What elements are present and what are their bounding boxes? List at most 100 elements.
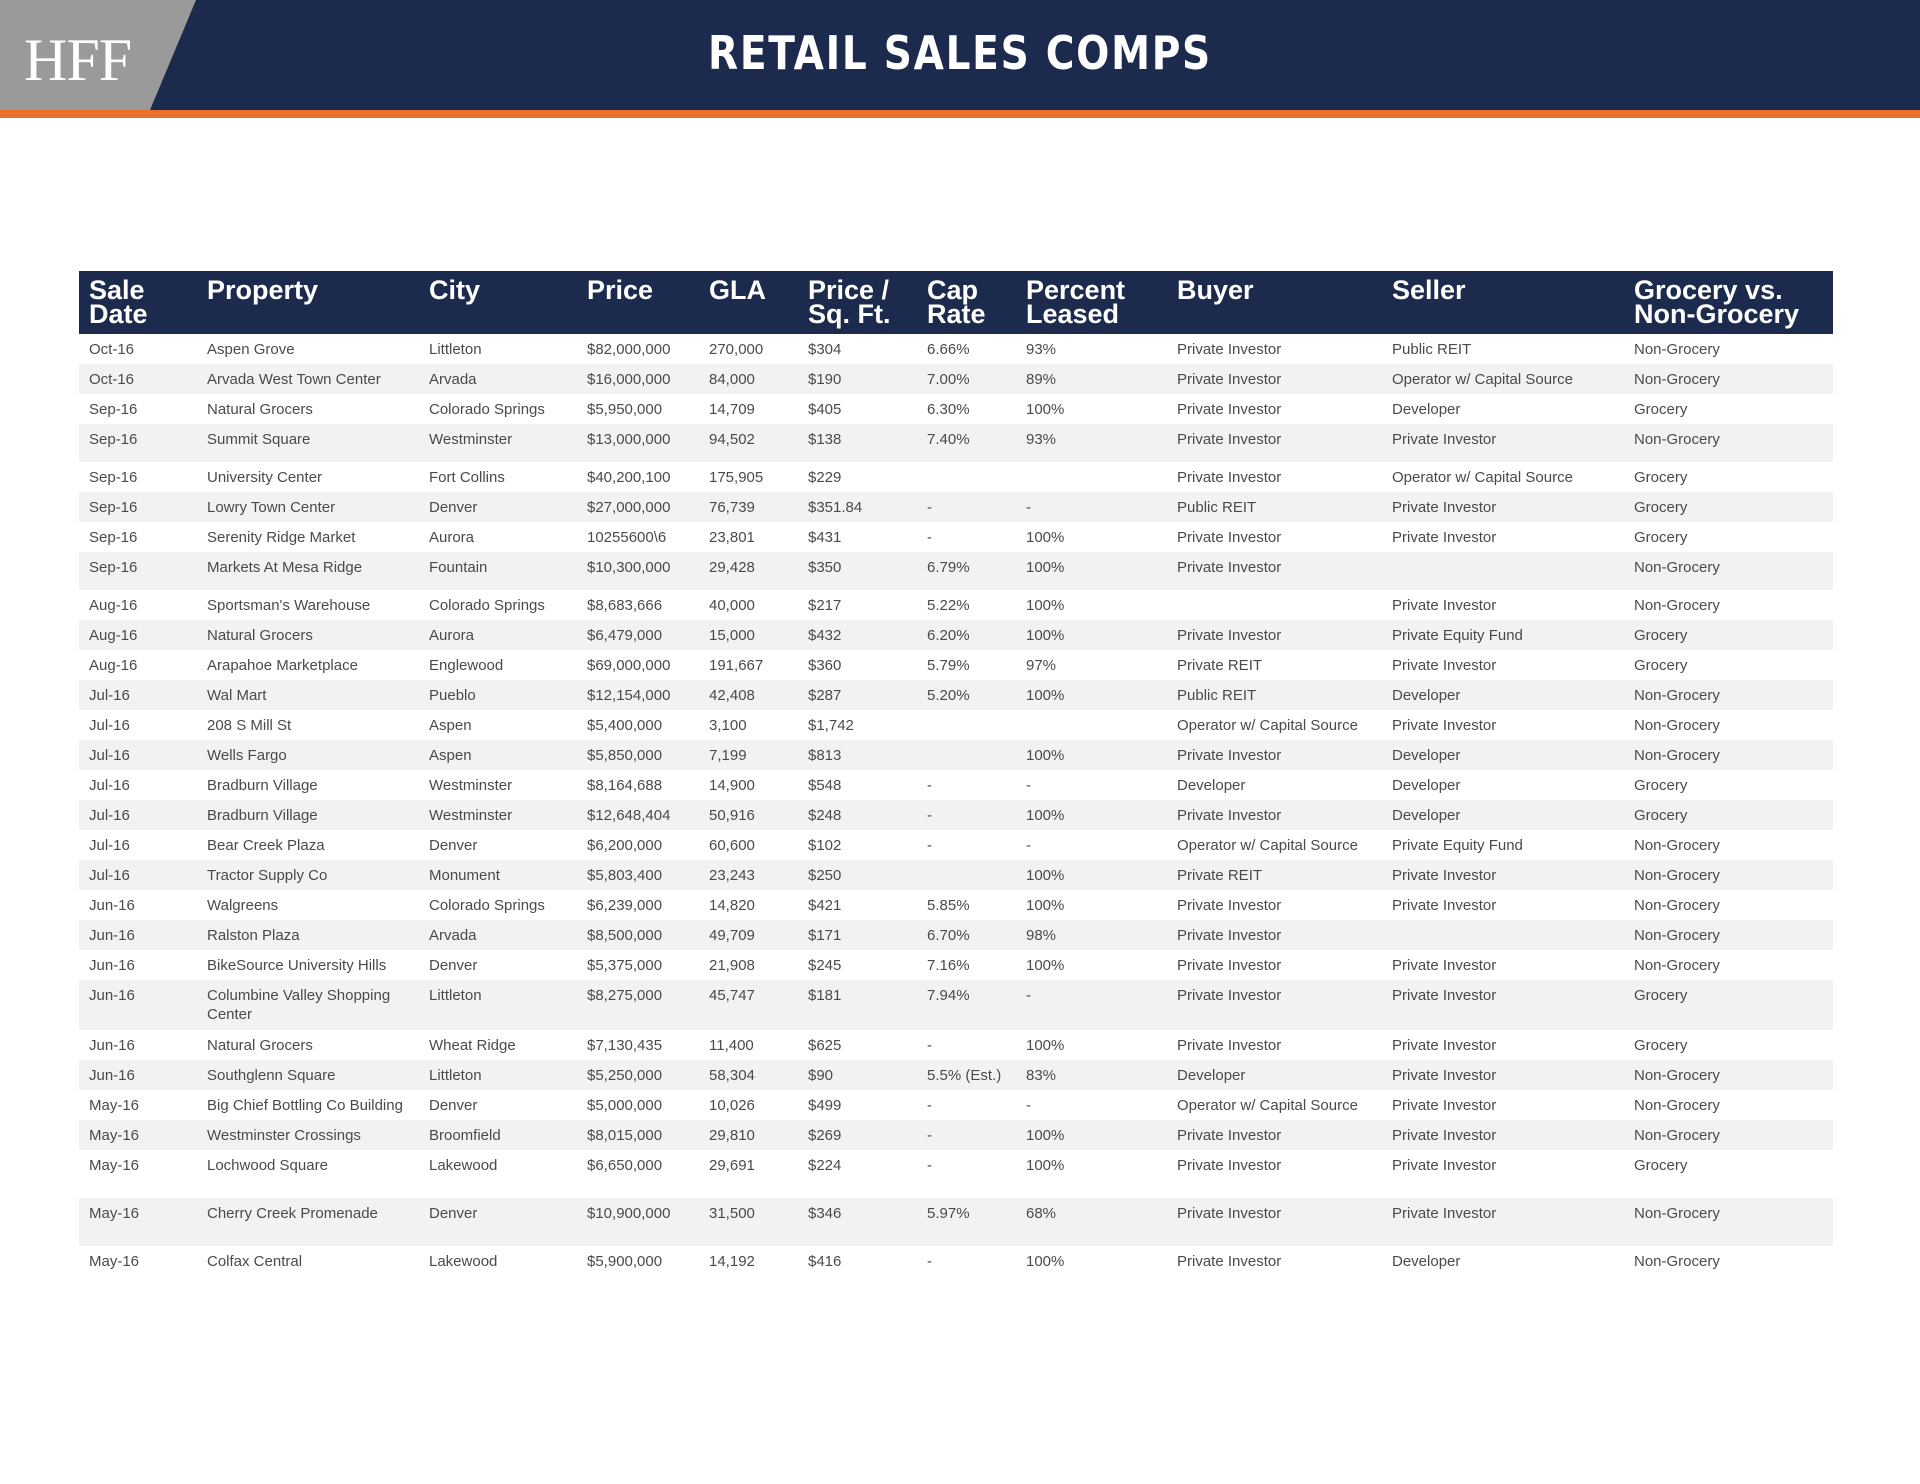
gla-cell: 10,026 <box>709 1097 755 1114</box>
property-cell: Walgreens <box>207 897 279 914</box>
city-cell: Littleton <box>429 987 482 1004</box>
cap-rate-cell: - <box>927 777 932 794</box>
price-per-sqft-cell: $304 <box>808 341 842 358</box>
sale-date-cell: May-16 <box>89 1097 140 1114</box>
price-per-sqft-cell: $625 <box>808 1037 842 1054</box>
price-per-sqft-cell: $217 <box>808 597 842 614</box>
price-cell: $8,683,666 <box>587 597 663 614</box>
property-cell: Lowry Town Center <box>207 499 336 516</box>
seller-cell: Private Investor <box>1392 987 1497 1004</box>
price-per-sqft-cell: $181 <box>808 987 842 1004</box>
header-city: City <box>429 275 481 305</box>
price-per-sqft-cell: $431 <box>808 529 842 546</box>
buyer-cell: Private Investor <box>1177 1157 1282 1174</box>
city-cell: Colorado Springs <box>429 401 545 418</box>
table-row: Jun-16 Natural Grocers Wheat Ridge $7,130,4… <box>79 1030 1833 1060</box>
table-row: Jul-16 Wal Mart Pueblo $12,154,000 42,408 $28… <box>79 680 1833 710</box>
sale-date-cell: Jun-16 <box>89 1067 135 1084</box>
price-cell: 10255600\6 <box>587 529 667 546</box>
table-row: Sep-16 Lowry Town Center Denver $27,000,000… <box>79 492 1833 522</box>
seller-cell: Developer <box>1392 687 1461 704</box>
sale-date-cell: Oct-16 <box>89 341 135 358</box>
percent-leased-cell <box>1016 710 1167 740</box>
header-percent-leased: Percent Leased <box>1026 275 1126 329</box>
property-cell: 208 S Mill St <box>207 717 292 734</box>
sale-date-cell: Jun-16 <box>89 927 135 944</box>
percent-leased-cell: 100% <box>1026 627 1065 644</box>
percent-leased-cell: 100% <box>1026 401 1065 418</box>
buyer-cell: Private Investor <box>1177 1127 1282 1144</box>
gla-cell: 94,502 <box>709 431 755 448</box>
seller-cell: Private Investor <box>1392 1067 1497 1084</box>
percent-leased-cell: 100% <box>1026 1127 1065 1144</box>
table-row: Jun-16 BikeSource University Hills Denver $… <box>79 950 1833 980</box>
price-cell: $10,300,000 <box>587 559 671 576</box>
percent-leased-cell: 100% <box>1026 559 1065 576</box>
property-cell: Arvada West Town Center <box>207 371 381 388</box>
buyer-cell <box>1167 590 1382 620</box>
price-cell: $13,000,000 <box>587 431 671 448</box>
cap-rate-cell: 6.70% <box>927 927 970 944</box>
gla-cell: 45,747 <box>709 987 755 1004</box>
gla-cell: 49,709 <box>709 927 755 944</box>
price-per-sqft-cell: $421 <box>808 897 842 914</box>
city-cell: Aspen <box>429 747 472 764</box>
table-row: Aug-16 Natural Grocers Aurora $6,479,000 15,… <box>79 620 1833 650</box>
grocery-type-cell: Non-Grocery <box>1634 559 1720 576</box>
city-cell: Aspen <box>429 717 472 734</box>
price-cell: $7,130,435 <box>587 1037 663 1054</box>
sale-date-cell: Aug-16 <box>89 597 138 614</box>
property-cell: University Center <box>207 469 323 486</box>
buyer-cell: Private Investor <box>1177 627 1282 644</box>
buyer-cell: Private Investor <box>1177 559 1282 576</box>
city-cell: Littleton <box>429 1067 482 1084</box>
cap-rate-cell: - <box>927 1127 932 1144</box>
city-cell: Arvada <box>429 371 477 388</box>
table-row: Aug-16 Sportsman's Warehouse Colorado Spri… <box>79 590 1833 620</box>
header-price: Price <box>587 275 654 305</box>
header-property: Property <box>207 275 319 305</box>
sale-date-cell: Sep-16 <box>89 469 138 486</box>
city-cell: Denver <box>429 837 478 854</box>
cap-rate-cell: - <box>927 807 932 824</box>
sale-date-cell: Sep-16 <box>89 559 138 576</box>
grocery-type-cell: Grocery <box>1634 657 1688 674</box>
property-cell: Bear Creek Plaza <box>207 837 325 854</box>
price-per-sqft-cell: $90 <box>808 1067 834 1084</box>
price-cell: $6,239,000 <box>587 897 663 914</box>
sale-date-cell: May-16 <box>89 1127 140 1144</box>
table-row: Jul-16 Bradburn Village Westminster $12,648… <box>79 800 1833 830</box>
sale-date-cell: Sep-16 <box>89 499 138 516</box>
property-cell: BikeSource University Hills <box>207 957 387 974</box>
cap-rate-cell: 7.94% <box>927 987 970 1004</box>
cap-rate-cell: 7.00% <box>927 371 970 388</box>
price-cell: $69,000,000 <box>587 657 671 674</box>
percent-leased-cell: 100% <box>1026 867 1065 884</box>
property-cell: Bradburn Village <box>207 807 318 824</box>
cap-rate-cell: - <box>927 1037 932 1054</box>
seller-cell: Developer <box>1392 807 1461 824</box>
buyer-cell: Public REIT <box>1177 687 1257 704</box>
sale-date-cell: Jul-16 <box>89 687 130 704</box>
buyer-cell: Private REIT <box>1177 867 1263 884</box>
city-cell: Lakewood <box>429 1157 498 1174</box>
seller-cell: Private Investor <box>1392 1097 1497 1114</box>
seller-cell: Public REIT <box>1392 341 1472 358</box>
city-cell: Arvada <box>429 927 477 944</box>
percent-leased-cell: 100% <box>1026 1037 1065 1054</box>
price-cell: $5,375,000 <box>587 957 663 974</box>
sale-date-cell: May-16 <box>89 1253 140 1270</box>
seller-cell: Private Investor <box>1392 1037 1497 1054</box>
city-cell: Colorado Springs <box>429 897 545 914</box>
property-cell: Natural Grocers <box>207 401 313 418</box>
property-cell: Aspen Grove <box>207 341 295 358</box>
table-row: Sep-16 Markets At Mesa Ridge Fountain $10,3… <box>79 552 1833 590</box>
cap-rate-cell: 6.20% <box>927 627 970 644</box>
gla-cell: 58,304 <box>709 1067 755 1084</box>
price-cell: $12,154,000 <box>587 687 671 704</box>
cap-rate-cell: 5.97% <box>927 1205 970 1222</box>
property-cell: Natural Grocers <box>207 1037 313 1054</box>
buyer-cell: Private Investor <box>1177 529 1282 546</box>
header-cap-rate: Cap Rate <box>927 275 986 329</box>
buyer-cell: Operator w/ Capital Source <box>1177 717 1358 734</box>
